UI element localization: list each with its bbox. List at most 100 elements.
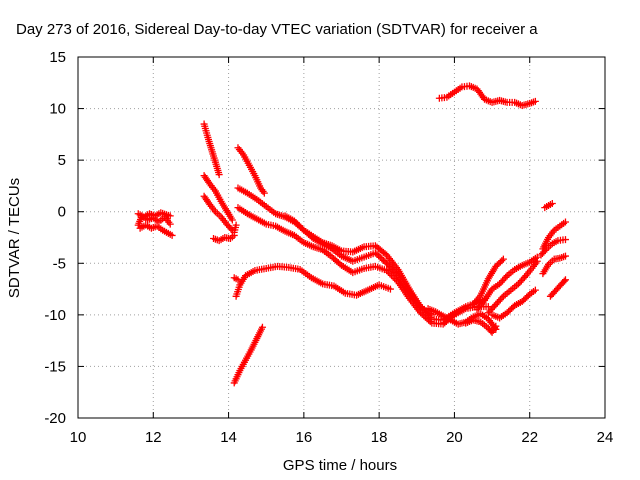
data-point bbox=[386, 285, 394, 293]
chart-title: Day 273 of 2016, Sidereal Day-to-day VTE… bbox=[16, 21, 538, 38]
data-point bbox=[519, 275, 527, 283]
data-point bbox=[499, 277, 507, 285]
data-point bbox=[388, 271, 396, 279]
data-point bbox=[490, 302, 498, 310]
data-series bbox=[134, 209, 174, 221]
data-point bbox=[487, 305, 495, 313]
data-point bbox=[492, 322, 500, 330]
data-point bbox=[383, 267, 391, 275]
grid bbox=[78, 57, 605, 418]
data-point bbox=[297, 223, 305, 231]
data-series bbox=[210, 231, 238, 245]
x-tick-labels: 10 12 14 16 18 20 22 24 bbox=[70, 429, 614, 446]
data-point bbox=[561, 252, 569, 260]
axis-ticks bbox=[77, 56, 606, 419]
data-point bbox=[294, 220, 302, 228]
data-series bbox=[200, 192, 236, 234]
data-point bbox=[290, 217, 298, 225]
data-point bbox=[384, 268, 392, 276]
y-tick-labels: 15 10 5 0 -5 -10 -15 -20 bbox=[44, 49, 66, 427]
data-point bbox=[295, 222, 303, 230]
data-series bbox=[232, 262, 394, 300]
data-point bbox=[232, 221, 240, 229]
y-tick-label: 0 bbox=[58, 204, 66, 221]
data-series bbox=[234, 184, 489, 324]
data-point bbox=[561, 236, 569, 244]
data-point bbox=[426, 318, 434, 326]
data-point bbox=[166, 212, 174, 220]
x-tick-label: 18 bbox=[371, 429, 388, 446]
data-point bbox=[499, 255, 507, 263]
plot-frame bbox=[77, 56, 606, 419]
data-point bbox=[258, 323, 266, 331]
data-series bbox=[537, 236, 569, 259]
data-point bbox=[496, 280, 504, 288]
data-points bbox=[134, 82, 569, 387]
y-tick-label: -10 bbox=[44, 307, 66, 324]
data-point bbox=[391, 275, 399, 283]
data-series bbox=[546, 276, 569, 300]
data-point bbox=[389, 273, 397, 281]
y-tick-label: -20 bbox=[44, 410, 66, 427]
data-point bbox=[492, 301, 500, 309]
data-point bbox=[228, 216, 236, 224]
data-series bbox=[539, 218, 569, 253]
data-point bbox=[381, 258, 389, 266]
data-point bbox=[516, 278, 524, 286]
x-tick-label: 20 bbox=[446, 429, 463, 446]
data-point bbox=[561, 218, 569, 226]
x-tick-label: 16 bbox=[296, 429, 313, 446]
data-point bbox=[520, 273, 528, 281]
data-point bbox=[495, 297, 503, 305]
data-point bbox=[561, 276, 569, 284]
data-point bbox=[500, 275, 508, 283]
data-series bbox=[234, 144, 268, 197]
data-point bbox=[560, 277, 568, 285]
data-series bbox=[435, 82, 539, 109]
data-point bbox=[227, 225, 235, 233]
data-point bbox=[381, 250, 389, 258]
y-tick-label: -15 bbox=[44, 358, 66, 375]
data-point bbox=[533, 257, 541, 265]
y-tick-label: 5 bbox=[58, 152, 66, 169]
data-point bbox=[484, 309, 492, 317]
data-series bbox=[200, 172, 236, 224]
y-axis-label: SDTVAR / TECUs bbox=[6, 178, 23, 298]
data-series bbox=[230, 274, 242, 284]
data-series bbox=[234, 204, 492, 328]
y-tick-label: 10 bbox=[49, 101, 66, 118]
data-point bbox=[514, 280, 522, 288]
data-series bbox=[488, 286, 539, 322]
data-point bbox=[548, 199, 556, 207]
data-point bbox=[498, 257, 506, 265]
data-series bbox=[281, 212, 436, 319]
data-series bbox=[134, 212, 174, 229]
data-series bbox=[484, 257, 541, 317]
y-tick-label: 15 bbox=[49, 49, 66, 66]
x-tick-label: 14 bbox=[220, 429, 237, 446]
data-series bbox=[473, 253, 541, 314]
data-point bbox=[493, 299, 501, 307]
data-point bbox=[489, 304, 497, 312]
x-tick-label: 12 bbox=[145, 429, 162, 446]
data-point bbox=[386, 270, 394, 278]
data-point bbox=[496, 296, 504, 304]
data-series bbox=[469, 255, 507, 309]
x-tick-label: 24 bbox=[597, 429, 614, 446]
data-point bbox=[531, 97, 539, 105]
data-series bbox=[230, 221, 240, 236]
data-point bbox=[502, 273, 510, 281]
data-point bbox=[260, 189, 268, 197]
x-tick-label: 10 bbox=[70, 429, 87, 446]
data-point bbox=[292, 219, 300, 227]
data-series bbox=[230, 323, 266, 387]
data-point bbox=[215, 171, 223, 179]
data-point bbox=[486, 307, 494, 315]
data-series bbox=[539, 252, 569, 278]
data-series bbox=[136, 221, 176, 239]
data-point bbox=[497, 278, 505, 286]
y-tick-label: -5 bbox=[53, 255, 66, 272]
data-series bbox=[200, 120, 223, 179]
data-series bbox=[541, 199, 556, 212]
